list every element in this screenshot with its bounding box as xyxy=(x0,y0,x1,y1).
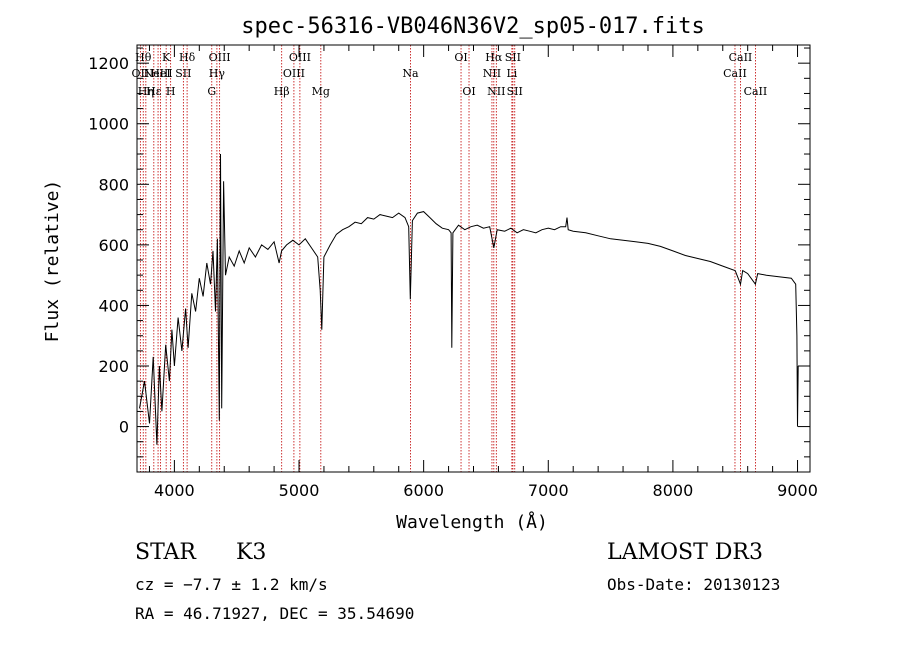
x-tick-label: 8000 xyxy=(653,481,694,500)
spectral-line-label: Hα xyxy=(485,51,503,64)
spectral-line-label: CaII xyxy=(723,67,747,80)
axis-ticks xyxy=(137,45,810,472)
y-tick-label: 600 xyxy=(98,236,129,255)
y-tick-label: 400 xyxy=(98,296,129,315)
spectral-line-label: Hβ xyxy=(274,85,290,98)
y-tick-label: 1000 xyxy=(88,115,129,134)
spectral-line-label: Na xyxy=(402,67,419,80)
plot-frame xyxy=(136,44,811,473)
survey-name: LAMOST DR3 xyxy=(607,540,763,565)
spectral-line-label: Hδ xyxy=(179,51,196,64)
spectral-line-label: OI xyxy=(462,85,475,98)
spectral-line-label: SII xyxy=(505,51,521,64)
spectral-line-label: NeIII xyxy=(143,67,172,80)
spectral-line-label: CaII xyxy=(729,51,753,64)
spectral-line-label: SII xyxy=(175,67,191,80)
spectral-line-label: H xyxy=(166,85,176,98)
spectral-line-label: OIII xyxy=(209,51,231,64)
x-tick-label: 9000 xyxy=(777,481,818,500)
spectral-line-label: HeI xyxy=(150,67,170,80)
spectral-line-label: NII xyxy=(483,67,501,80)
spectral-line-label: Li xyxy=(506,67,517,80)
spectral-subclass: K3 xyxy=(236,540,267,565)
observation-date: Obs-Date: 20130123 xyxy=(607,575,781,594)
x-tick-labels: 4000 5000 6000 7000 8000 9000 xyxy=(154,481,818,500)
spectral-line-label: K xyxy=(162,51,171,64)
spectral-line-label: Hγ xyxy=(209,67,226,80)
y-tick-label: 800 xyxy=(98,175,129,194)
sky-coordinates: RA = 46.71927, DEC = 35.54690 xyxy=(135,604,415,623)
redshift-value: cz = −7.7 ± 1.2 km/s xyxy=(135,575,328,594)
object-class: STAR K3 xyxy=(135,540,266,565)
y-tick-label: 0 xyxy=(119,418,129,437)
spectrum-series xyxy=(139,153,799,445)
y-tick-label: 200 xyxy=(98,357,129,376)
y-tick-label: 1200 xyxy=(88,54,129,73)
x-tick-label: 4000 xyxy=(154,481,195,500)
spectral-line-label: NII xyxy=(487,85,505,98)
x-tick-label: 6000 xyxy=(403,481,444,500)
spectral-line-label: CaII xyxy=(744,85,768,98)
spectral-line-label: G xyxy=(207,85,216,98)
spectral-line-markers xyxy=(139,45,756,472)
spectral-line-label: SII xyxy=(507,85,523,98)
y-axis-label: Flux (relative) xyxy=(42,180,63,343)
x-tick-label: 7000 xyxy=(528,481,569,500)
x-axis-label: Wavelength (Å) xyxy=(396,511,548,533)
spectral-line-label: Hθ xyxy=(135,51,152,64)
y-tick-labels: 0 200 400 600 800 1000 1200 xyxy=(88,54,129,436)
spectral-line-label: Mg xyxy=(312,85,330,98)
spectral-line-label: OIII xyxy=(283,67,305,80)
spectral-line-label: OI xyxy=(454,51,467,64)
spectral-line-label: OII xyxy=(132,67,150,80)
spectrum-line xyxy=(139,153,799,445)
spectral-line-label: OIII xyxy=(289,51,311,64)
chart-title: spec-56316-VB046N36V2_sp05-017.fits xyxy=(241,14,705,39)
spectral-line-label: Hη xyxy=(138,85,154,98)
spectral-line-label: Hε xyxy=(146,85,162,98)
x-tick-label: 5000 xyxy=(279,481,320,500)
object-class-label: STAR xyxy=(135,540,196,565)
